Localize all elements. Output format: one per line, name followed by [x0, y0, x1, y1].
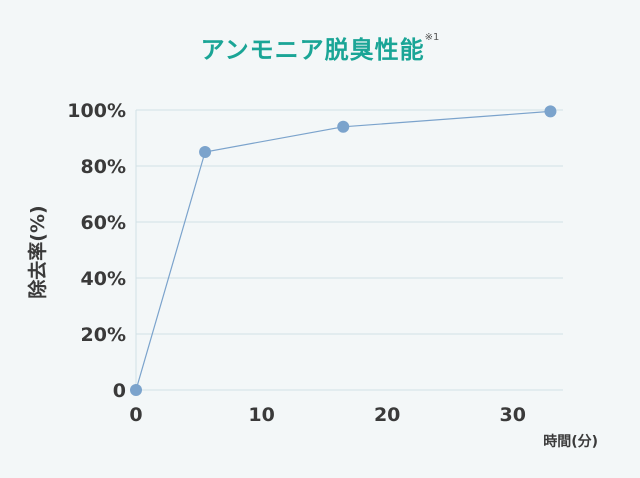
y-axis-ticks: 0 20% 40% 60% 80% 100%: [67, 100, 126, 402]
footnote-mark: ※1: [424, 32, 440, 43]
y-tick-label: 40%: [81, 268, 126, 290]
data-point: [544, 105, 557, 118]
y-tick-label: 80%: [81, 156, 126, 178]
y-tick-label: 0: [113, 380, 126, 402]
y-tick-label: 20%: [81, 324, 126, 346]
data-point: [130, 384, 142, 396]
x-tick-label: 0: [129, 404, 142, 426]
x-axis-label: 時間(分): [543, 433, 598, 450]
y-tick-label: 100%: [67, 100, 126, 122]
data-point: [199, 146, 212, 158]
x-tick-label: 20: [374, 404, 400, 426]
axes: [135, 110, 563, 391]
data-point: [337, 120, 350, 133]
chart-title: アンモニア脱臭性能※1: [0, 30, 640, 65]
y-axis-label: 除去率(%): [26, 205, 49, 298]
series-line: [135, 110, 551, 391]
x-tick-label: 10: [248, 404, 274, 426]
chart-title-text: アンモニア脱臭性能: [200, 36, 425, 64]
x-axis-ticks: 0 10 20 30: [129, 404, 526, 426]
y-tick-label: 60%: [81, 212, 126, 234]
series: [130, 105, 557, 396]
x-tick-label: 30: [500, 404, 526, 426]
